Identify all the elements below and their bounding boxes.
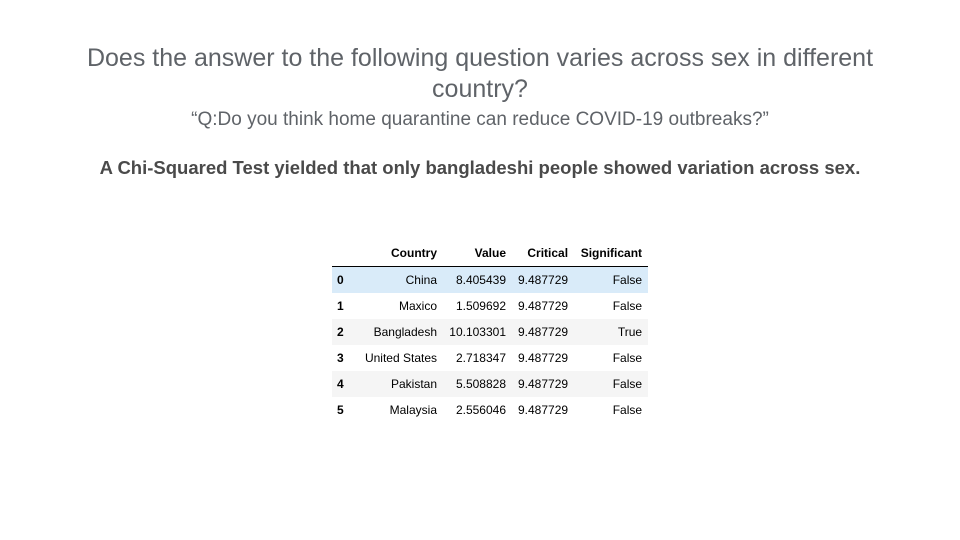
row-index: 4 bbox=[337, 377, 344, 391]
table-row: 3 United States 2.718347 9.487729 False bbox=[332, 345, 649, 371]
table-row: 2 Bangladesh 10.103301 9.487729 True bbox=[332, 319, 649, 345]
row-index: 5 bbox=[337, 403, 344, 417]
value-column-header: Value bbox=[443, 240, 512, 267]
critical-cell: 9.487729 bbox=[518, 273, 569, 287]
survey-question: “Q:Do you think home quarantine can redu… bbox=[191, 109, 769, 130]
value-cell: 2.718347 bbox=[455, 351, 506, 365]
row-index: 1 bbox=[337, 299, 344, 313]
critical-cell: 9.487729 bbox=[518, 403, 569, 417]
table-header-row: Country Value Critical Significant bbox=[332, 240, 649, 267]
value-cell: 10.103301 bbox=[449, 325, 506, 339]
country-cell: Pakistan bbox=[390, 377, 437, 391]
chi-squared-results-table: Country Value Critical Significant 0 Chi… bbox=[332, 240, 649, 423]
significant-cell: False bbox=[612, 403, 643, 417]
value-cell: 8.405439 bbox=[455, 273, 506, 287]
row-index: 0 bbox=[337, 273, 344, 287]
value-cell: 2.556046 bbox=[455, 403, 506, 417]
table-row: 0 China 8.405439 9.487729 False bbox=[332, 266, 649, 293]
significant-cell: False bbox=[612, 299, 643, 313]
value-cell: 5.508828 bbox=[455, 377, 506, 391]
table-row: 5 Malaysia 2.556046 9.487729 False bbox=[332, 397, 649, 423]
country-cell: Bangladesh bbox=[373, 325, 437, 339]
critical-cell: 9.487729 bbox=[518, 351, 569, 365]
critical-column-header: Critical bbox=[512, 240, 575, 267]
critical-cell: 9.487729 bbox=[518, 325, 569, 339]
row-index: 2 bbox=[337, 325, 344, 339]
country-cell: United States bbox=[364, 351, 437, 365]
critical-cell: 9.487729 bbox=[518, 377, 569, 391]
country-cell: China bbox=[405, 273, 437, 287]
country-cell: Maxico bbox=[398, 299, 437, 313]
slide-title: Does the answer to the following questio… bbox=[86, 44, 874, 103]
test-finding: A Chi-Squared Test yielded that only ban… bbox=[99, 157, 861, 178]
table-row: 1 Maxico 1.509692 9.487729 False bbox=[332, 293, 649, 319]
significant-column-header: Significant bbox=[574, 240, 649, 267]
index-column-header bbox=[332, 240, 356, 267]
significant-cell: True bbox=[617, 325, 643, 339]
country-column-header: Country bbox=[356, 240, 443, 267]
country-cell: Malaysia bbox=[389, 403, 437, 417]
row-index: 3 bbox=[337, 351, 344, 365]
table-row: 4 Pakistan 5.508828 9.487729 False bbox=[332, 371, 649, 397]
significant-cell: False bbox=[612, 273, 643, 287]
value-cell: 1.509692 bbox=[455, 299, 506, 313]
significant-cell: False bbox=[612, 377, 643, 391]
critical-cell: 9.487729 bbox=[518, 299, 569, 313]
significant-cell: False bbox=[612, 351, 643, 365]
